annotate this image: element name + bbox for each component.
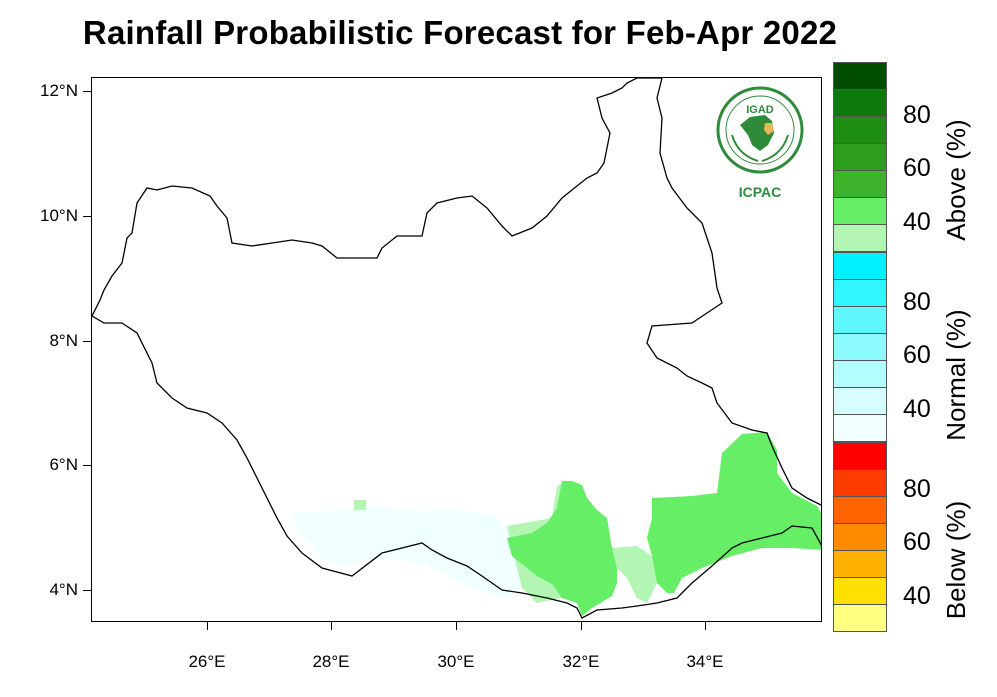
legend-label-normal: Normal (%) (941, 309, 971, 441)
lat-label-4n: 4°N (49, 580, 78, 599)
lat-tick (83, 465, 91, 466)
legend-swatch (833, 197, 887, 224)
lat-tick (83, 341, 91, 342)
legend-label-above: Above (%) (941, 119, 971, 241)
logo-main-text: IGAD (746, 104, 774, 116)
legend-tick-above-40: 40 (903, 208, 931, 236)
legend-swatch (833, 224, 887, 252)
above-40-area (647, 432, 821, 593)
legend-tick-above-60: 60 (903, 154, 931, 182)
legend-label-below: Below (%) (941, 500, 971, 620)
lon-label-32e: 32°E (562, 652, 600, 671)
country-border (92, 78, 821, 619)
south-sudan-map (92, 78, 821, 619)
lon-tick (331, 622, 332, 630)
legend-swatch (833, 252, 887, 279)
legend-swatch (833, 387, 887, 414)
lon-label-34e: 34°E (686, 652, 724, 671)
legend-swatch (833, 442, 887, 469)
logo-sub-text: ICPAC (738, 184, 782, 200)
map-panel (91, 77, 822, 622)
normal-probability-area (292, 507, 522, 598)
legend-tick-normal-80: 80 (903, 288, 931, 316)
legend-tick-below-60: 60 (903, 528, 931, 556)
lon-tick (456, 622, 457, 630)
igad-logo-icon: IGAD (716, 86, 804, 174)
legend-swatch (833, 550, 887, 577)
lat-label-8n: 8°N (49, 331, 78, 350)
lon-tick (581, 622, 582, 630)
legend-group-below (833, 442, 887, 632)
legend-tick-above-80: 80 (903, 101, 931, 129)
lat-label-10n: 10°N (40, 206, 78, 225)
legend-swatch (833, 306, 887, 333)
lon-label-26e: 26°E (188, 652, 226, 671)
legend-tick-normal-60: 60 (903, 341, 931, 369)
legend-tick-below-40: 40 (903, 582, 931, 610)
legend-swatch (833, 143, 887, 170)
lat-label-12n: 12°N (40, 81, 78, 100)
legend-group-normal (833, 252, 887, 442)
legend-swatch (833, 577, 887, 604)
lat-tick (83, 216, 91, 217)
legend-tick-normal-40: 40 (903, 395, 931, 423)
lat-tick (83, 91, 91, 92)
lon-tick (705, 622, 706, 630)
legend-tick-below-80: 80 (903, 475, 931, 503)
legend-swatch (833, 116, 887, 143)
above-35-area (612, 546, 657, 603)
legend-swatch (833, 89, 887, 116)
legend-swatch (833, 62, 887, 89)
legend-group-above (833, 62, 887, 252)
legend-swatch (833, 279, 887, 306)
lon-label-28e: 28°E (312, 652, 350, 671)
lat-tick (83, 590, 91, 591)
legend-swatch (833, 604, 887, 632)
legend-swatch (833, 496, 887, 523)
legend-swatch (833, 523, 887, 550)
above-40-area (507, 481, 617, 616)
lon-tick (207, 622, 208, 630)
legend-swatch (833, 414, 887, 442)
legend-swatch (833, 360, 887, 387)
legend-swatch (833, 170, 887, 197)
map-title: Rainfall Probabilistic Forecast for Feb-… (82, 14, 838, 51)
legend-swatch (833, 333, 887, 360)
lon-label-30e: 30°E (437, 652, 475, 671)
legend-swatch (833, 469, 887, 496)
lat-label-6n: 6°N (49, 455, 78, 474)
probability-legend (833, 62, 887, 632)
above-35-area (354, 500, 366, 510)
